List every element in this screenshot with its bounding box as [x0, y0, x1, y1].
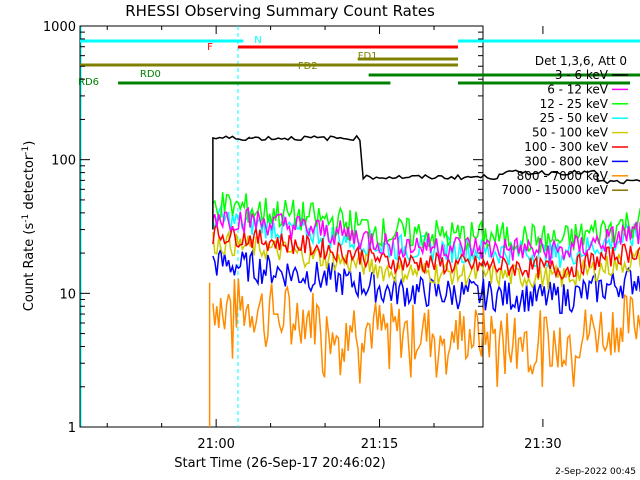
series-line-6-12-keV	[212, 206, 640, 264]
series-line-12-25-keV	[212, 192, 640, 257]
y-axis-label: Count Rate (s-1 detector-1)	[21, 141, 37, 312]
legend-label: 25 - 50 keV	[540, 111, 609, 125]
x-axis-label: Start Time (26-Sep-17 20:46:02)	[174, 456, 385, 471]
legend-header: Det 1,3,6, Att 0	[535, 54, 627, 68]
legend-label: 12 - 25 keV	[540, 97, 609, 111]
flag-label-RD6: RD6	[78, 77, 99, 88]
y-tick-label: 10	[59, 287, 76, 302]
flag-label-RD0: RD0	[140, 69, 161, 80]
legend-label: 50 - 100 keV	[532, 126, 609, 140]
y-tick-label: 1000	[43, 20, 76, 35]
legend-label: 7000 - 15000 keV	[501, 183, 608, 197]
x-tick-label: 21:15	[361, 437, 398, 452]
x-tick-label: 21:30	[524, 437, 561, 452]
series-line-3-6-keV	[212, 134, 640, 230]
series-line-300-800-keV	[212, 246, 640, 314]
plot-frame	[79, 25, 484, 428]
legend-label: 3 - 6 keV	[555, 68, 609, 82]
legend-label: 300 - 800 keV	[524, 154, 608, 168]
timestamp: 2-Sep-2022 00:45	[555, 467, 636, 477]
series-line-800-7000-keV	[212, 278, 640, 387]
y-axis: 1 10 100 1000	[43, 20, 483, 436]
flag-label-N: N	[254, 35, 261, 46]
chart-title: RHESSI Observing Summary Count Rates	[125, 2, 435, 20]
x-tick-label: 21:00	[197, 437, 234, 452]
series-layer	[208, 134, 640, 427]
series-line-50-100-keV	[212, 229, 640, 290]
y-tick-label: 1	[68, 421, 76, 436]
saa-shading	[80, 26, 239, 427]
y-tick-label: 100	[51, 154, 76, 169]
flag-label-F: F	[207, 42, 213, 53]
legend-label: 800 - 7000 keV	[517, 169, 609, 183]
flag-bars: N F FD1 FD2 RD0 RD6	[78, 35, 640, 88]
legend-label: 6 - 12 keV	[547, 82, 609, 96]
flag-label-FD1: FD1	[358, 51, 378, 62]
legend-label: 100 - 300 keV	[524, 140, 608, 154]
flag-label-FD2: FD2	[298, 61, 318, 72]
series-line-100-300-keV	[212, 221, 640, 281]
